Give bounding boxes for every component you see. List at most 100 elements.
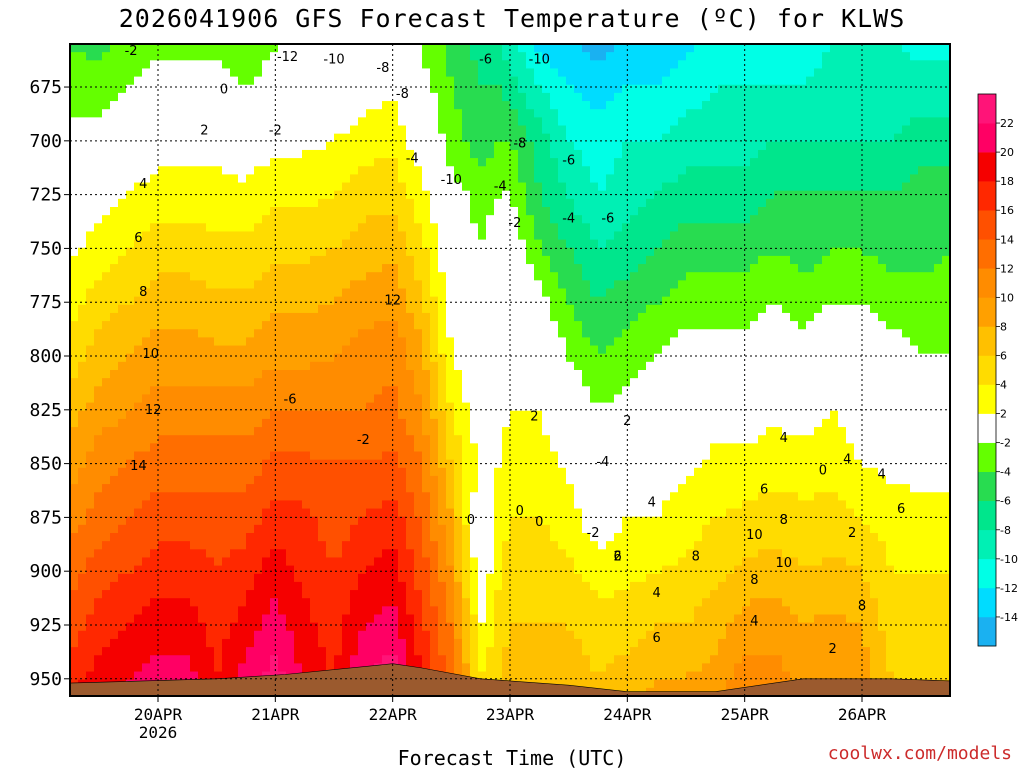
temperature-cell: [398, 516, 407, 526]
temperature-cell: [206, 451, 215, 461]
temperature-cell: [102, 655, 111, 664]
temperature-cell: [390, 198, 399, 208]
temperature-cell: [222, 68, 231, 78]
temperature-cell: [502, 386, 511, 396]
temperature-cell: [326, 264, 335, 273]
temperature-cell: [102, 247, 111, 257]
temperature-cell: [134, 345, 143, 355]
temperature-cell: [70, 638, 79, 648]
temperature-cell: [246, 443, 255, 453]
temperature-cell: [206, 76, 215, 86]
temperature-cell: [422, 149, 431, 159]
temperature-cell: [294, 524, 303, 534]
temperature-cell: [430, 549, 439, 559]
temperature-cell: [310, 467, 319, 477]
temperature-cell: [486, 182, 495, 192]
temperature-cell: [174, 52, 183, 61]
temperature-cell: [542, 117, 551, 127]
temperature-cell: [494, 280, 503, 290]
temperature-cell: [222, 622, 231, 632]
temperature-cell: [494, 581, 503, 591]
temperature-cell: [278, 549, 287, 559]
temperature-cell: [310, 638, 319, 648]
temperature-cell: [318, 557, 327, 567]
temperature-cell: [454, 68, 463, 78]
temperature-cell: [166, 117, 175, 127]
temperature-cell: [318, 52, 327, 61]
temperature-cell: [470, 60, 479, 70]
temperature-cell: [158, 614, 167, 624]
temperature-cell: [206, 622, 215, 632]
temperature-cell: [134, 198, 143, 208]
temperature-cell: [446, 166, 455, 175]
temperature-cell: [286, 215, 295, 224]
temperature-cell: [318, 223, 327, 233]
temperature-cell: [342, 182, 351, 192]
temperature-cell: [446, 288, 455, 298]
temperature-cell: [422, 655, 431, 664]
temperature-cell: [390, 606, 399, 616]
temperature-cell: [262, 418, 271, 428]
temperature-cell: [342, 573, 351, 583]
temperature-cell: [190, 312, 199, 322]
temperature-cell: [222, 418, 231, 428]
temperature-cell: [166, 467, 175, 477]
temperature-cell: [78, 541, 87, 550]
temperature-cell: [350, 435, 359, 444]
temperature-cell: [150, 467, 159, 477]
temperature-cell: [158, 361, 167, 371]
temperature-cell: [214, 647, 223, 656]
temperature-cell: [494, 647, 503, 656]
temperature-cell: [510, 361, 519, 371]
temperature-cell: [550, 182, 559, 192]
temperature-cell: [318, 361, 327, 371]
temperature-cell: [422, 427, 431, 436]
temperature-cell: [534, 467, 543, 477]
temperature-cell: [454, 598, 463, 607]
temperature-cell: [166, 590, 175, 599]
temperature-cell: [174, 117, 183, 127]
temperature-cell: [214, 427, 223, 436]
temperature-cell: [430, 435, 439, 444]
temperature-cell: [182, 141, 191, 151]
temperature-cell: [374, 622, 383, 632]
temperature-cell: [502, 296, 511, 306]
temperature-cell: [478, 541, 487, 550]
temperature-cell: [118, 52, 127, 61]
temperature-cell: [422, 647, 431, 656]
temperature-cell: [566, 288, 575, 298]
temperature-cell: [126, 630, 135, 640]
temperature-cell: [398, 166, 407, 175]
temperature-cell: [518, 84, 527, 94]
temperature-cell: [414, 549, 423, 559]
temperature-cell: [358, 492, 367, 501]
temperature-cell: [526, 410, 535, 420]
temperature-cell: [214, 158, 223, 167]
temperature-cell: [70, 378, 79, 387]
temperature-cell: [126, 418, 135, 428]
temperature-cell: [278, 109, 287, 118]
temperature-cell: [406, 410, 415, 420]
temperature-cell: [502, 255, 511, 265]
temperature-cell: [150, 337, 159, 347]
temperature-cell: [374, 288, 383, 298]
temperature-cell: [510, 671, 519, 681]
temperature-cell: [182, 671, 191, 681]
temperature-cell: [318, 475, 327, 485]
temperature-cell: [278, 427, 287, 436]
temperature-cell: [94, 533, 103, 542]
temperature-cell: [502, 647, 511, 656]
temperature-cell: [230, 141, 239, 151]
temperature-cell: [182, 223, 191, 233]
temperature-cell: [94, 435, 103, 444]
temperature-cell: [558, 68, 567, 78]
temperature-cell: [406, 141, 415, 151]
temperature-cell: [438, 190, 447, 200]
temperature-cell: [238, 606, 247, 616]
temperature-cell: [158, 557, 167, 567]
temperature-cell: [438, 638, 447, 648]
temperature-cell: [334, 459, 343, 469]
temperature-cell: [438, 418, 447, 428]
temperature-cell: [422, 394, 431, 404]
temperature-cell: [310, 427, 319, 436]
